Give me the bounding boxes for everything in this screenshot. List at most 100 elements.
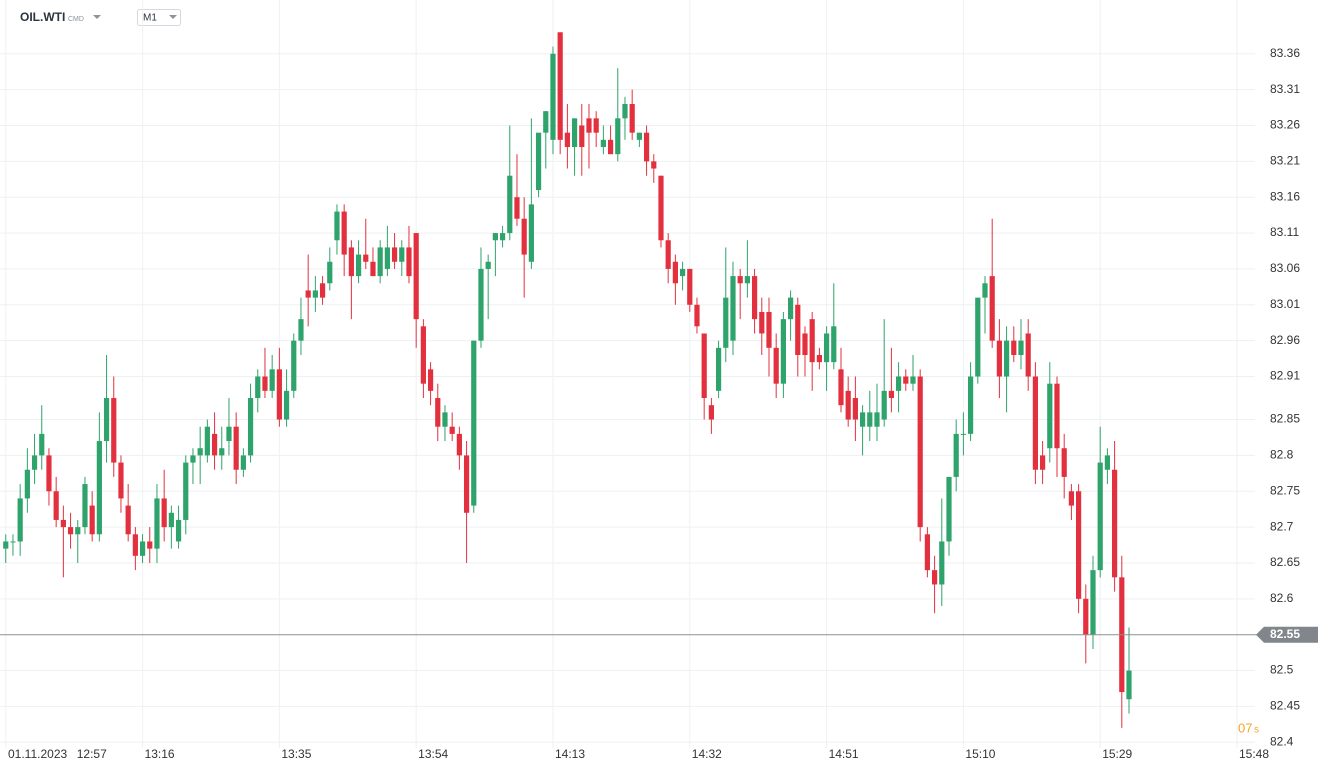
y-tick-label: 82.85 bbox=[1270, 412, 1300, 426]
candle-body bbox=[607, 139, 614, 155]
candle-body bbox=[953, 433, 959, 477]
candle-body bbox=[46, 455, 52, 492]
candle-body bbox=[492, 233, 498, 241]
current-price-label: 82.55 bbox=[1270, 627, 1300, 641]
candle-body bbox=[751, 276, 758, 320]
candle-body bbox=[845, 390, 851, 420]
interval-select[interactable] bbox=[137, 9, 181, 26]
candle-body bbox=[269, 369, 275, 391]
y-tick-label: 83.21 bbox=[1270, 154, 1300, 168]
y-tick-label: 83.36 bbox=[1270, 46, 1300, 60]
candle-body bbox=[701, 333, 707, 399]
candle-body bbox=[629, 103, 635, 133]
candle-body bbox=[413, 233, 419, 320]
candle-body bbox=[334, 211, 340, 241]
candle-body bbox=[643, 132, 650, 162]
candle-body bbox=[60, 519, 66, 528]
candle-body bbox=[442, 412, 448, 427]
candle-body bbox=[197, 448, 203, 456]
candle-body bbox=[399, 247, 405, 262]
candle-body bbox=[687, 268, 693, 305]
candle-body bbox=[219, 448, 225, 456]
candle-body bbox=[672, 261, 678, 284]
x-tick-label: 13:35 bbox=[281, 747, 311, 761]
candle-body bbox=[694, 304, 700, 327]
x-tick-label: 14:13 bbox=[555, 747, 585, 761]
candle-body bbox=[881, 390, 887, 420]
header: OIL.WTI CMD M1 bbox=[20, 9, 181, 26]
candle-body bbox=[1054, 383, 1060, 449]
candle-body bbox=[967, 376, 974, 434]
candle-body bbox=[1083, 598, 1089, 635]
candle-body bbox=[39, 433, 45, 456]
candle-body bbox=[730, 276, 736, 341]
candle-body bbox=[456, 433, 462, 456]
candle-body bbox=[665, 240, 671, 269]
candle-body bbox=[75, 527, 81, 535]
candle-body bbox=[449, 426, 455, 434]
x-tick-label: 14:32 bbox=[692, 747, 722, 761]
candle-body bbox=[946, 476, 952, 542]
x-tick-label: 12:57 bbox=[77, 747, 107, 761]
candle-body bbox=[838, 369, 844, 406]
y-tick-label: 83.26 bbox=[1270, 118, 1300, 132]
grid bbox=[0, 0, 1255, 748]
candle-body bbox=[118, 462, 124, 499]
candle-body bbox=[715, 347, 722, 391]
candle-body bbox=[247, 398, 254, 456]
date-label: 01.11.2023 bbox=[8, 747, 67, 761]
candle-body bbox=[723, 297, 729, 348]
x-tick-label: 14:51 bbox=[829, 747, 859, 761]
y-tick-label: 82.96 bbox=[1270, 333, 1300, 347]
candle-body bbox=[161, 498, 167, 528]
candle-body bbox=[1032, 376, 1038, 470]
interval: M1 bbox=[143, 13, 157, 24]
candle-body bbox=[327, 261, 333, 284]
candle-body bbox=[910, 376, 916, 384]
candle-body bbox=[802, 333, 808, 355]
candle-body bbox=[975, 297, 981, 377]
candle-body bbox=[341, 211, 347, 255]
candle-body bbox=[622, 103, 628, 119]
x-tick-label: 13:54 bbox=[418, 747, 448, 761]
candle-body bbox=[175, 519, 182, 542]
candle-body bbox=[816, 354, 822, 363]
y-tick-label: 82.4 bbox=[1270, 734, 1294, 748]
y-tick-label: 82.7 bbox=[1270, 519, 1294, 533]
candle-body bbox=[960, 433, 966, 435]
y-tick-label: 82.65 bbox=[1270, 555, 1300, 569]
candle-body bbox=[204, 426, 210, 456]
candle-body bbox=[557, 32, 563, 140]
candle-body bbox=[903, 376, 909, 384]
candle-body bbox=[1061, 448, 1067, 477]
x-tick-label: 13:16 bbox=[145, 747, 175, 761]
market: CMD bbox=[68, 16, 84, 23]
candle-body bbox=[1003, 340, 1010, 377]
y-tick-label: 82.6 bbox=[1270, 591, 1294, 605]
candle-body bbox=[579, 125, 585, 148]
symbol-caret[interactable] bbox=[93, 15, 101, 19]
candle-body bbox=[931, 570, 938, 585]
candle-body bbox=[571, 118, 578, 148]
candle-body bbox=[319, 283, 326, 298]
countdown-unit: s bbox=[1254, 725, 1259, 736]
candle-body bbox=[989, 276, 995, 341]
candle-body bbox=[276, 369, 282, 420]
candle-body bbox=[168, 512, 174, 528]
candle-body bbox=[370, 261, 376, 277]
symbol[interactable]: OIL.WTI bbox=[20, 10, 65, 24]
candle-body bbox=[888, 390, 894, 399]
x-tick-label: 15:10 bbox=[965, 747, 995, 761]
candle-body bbox=[305, 290, 311, 298]
candle-body bbox=[809, 319, 815, 363]
candle-body bbox=[10, 541, 16, 543]
candle-body bbox=[1047, 383, 1053, 449]
candle-body bbox=[917, 376, 923, 528]
candle-body bbox=[939, 541, 945, 585]
candle-body bbox=[499, 233, 506, 241]
y-tick-label: 82.45 bbox=[1270, 699, 1300, 713]
candle-body bbox=[139, 541, 146, 556]
candle-body bbox=[996, 340, 1002, 377]
